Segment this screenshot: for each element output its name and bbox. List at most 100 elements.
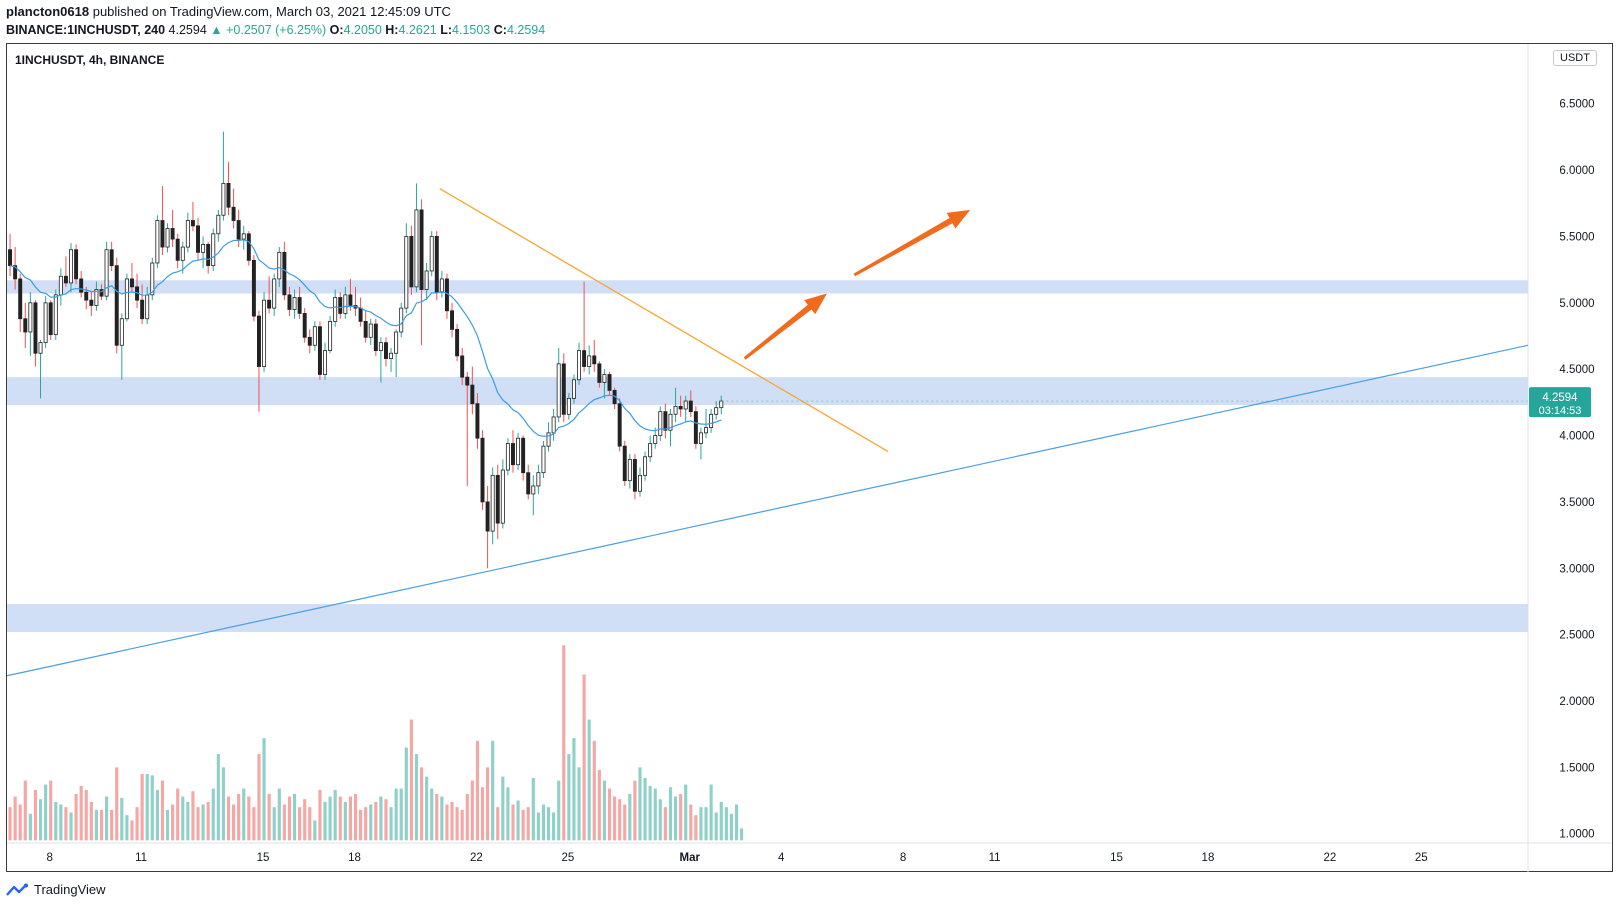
volume-bar bbox=[414, 754, 419, 841]
candle-body bbox=[673, 405, 678, 415]
candle-body bbox=[104, 249, 109, 297]
candle-body bbox=[358, 307, 363, 322]
candle-body bbox=[89, 299, 94, 306]
volume-bar bbox=[8, 807, 12, 841]
volume-bar bbox=[191, 791, 195, 841]
volume-bar bbox=[338, 796, 342, 841]
volume-bar bbox=[247, 796, 251, 841]
volume-bar bbox=[18, 804, 22, 841]
volume-bar bbox=[668, 787, 673, 841]
volume-bar bbox=[267, 793, 271, 841]
volume-bar bbox=[628, 793, 632, 841]
volume-bar bbox=[394, 788, 398, 841]
volume-bar bbox=[699, 807, 703, 841]
volume-bar bbox=[110, 809, 114, 841]
x-tick-label: 8 bbox=[900, 852, 906, 864]
candle-body bbox=[8, 249, 13, 267]
volume-bar bbox=[206, 801, 210, 841]
candle-body bbox=[323, 350, 327, 375]
volume-bar bbox=[49, 780, 53, 841]
volume-bar bbox=[607, 788, 612, 841]
candle-body bbox=[79, 278, 84, 293]
last-price: 4.2594 bbox=[168, 23, 207, 37]
volume-bar bbox=[150, 775, 154, 841]
candle-body bbox=[43, 302, 48, 344]
volume-bar bbox=[740, 828, 744, 841]
volume-bar bbox=[257, 754, 261, 841]
candle-body bbox=[251, 259, 256, 317]
candle-body bbox=[627, 459, 632, 482]
x-tick-label: 18 bbox=[348, 852, 361, 864]
volume-bar bbox=[343, 801, 347, 841]
volume-bar bbox=[419, 767, 424, 841]
volume-bar bbox=[541, 804, 546, 841]
candle-body bbox=[165, 228, 170, 248]
candle-body bbox=[693, 411, 698, 444]
volume-bar bbox=[633, 780, 637, 841]
candle-body bbox=[688, 400, 693, 413]
candle-body bbox=[587, 355, 592, 367]
volume-bar bbox=[120, 797, 124, 841]
chart-frame[interactable] bbox=[6, 43, 1613, 872]
high-label: H: bbox=[385, 23, 399, 37]
symbol-info: BINANCE:1INCHUSDT, 240 4.2594 ▲ +0.2507 … bbox=[6, 22, 545, 38]
candle-body bbox=[465, 376, 470, 386]
footer-brand[interactable]: TradingView bbox=[6, 882, 106, 897]
candle-body bbox=[632, 459, 637, 492]
candle-body bbox=[571, 379, 576, 399]
volume-bar bbox=[694, 815, 698, 841]
x-tick-label: Mar bbox=[680, 852, 701, 864]
volume-bar bbox=[719, 801, 723, 841]
candle-body bbox=[38, 342, 43, 354]
volume-bar bbox=[623, 804, 627, 841]
low-label: L: bbox=[440, 23, 453, 37]
candle-body bbox=[485, 501, 490, 532]
currency-label[interactable]: USDT bbox=[1553, 50, 1597, 66]
candle-body bbox=[114, 265, 119, 346]
candle-body bbox=[307, 336, 312, 346]
candle-body bbox=[577, 350, 582, 381]
candle-body bbox=[155, 220, 160, 264]
volume-bar bbox=[221, 767, 225, 841]
candle-body bbox=[429, 236, 434, 272]
volume-bar bbox=[613, 796, 617, 841]
x-tick-label: 22 bbox=[470, 852, 483, 864]
candle-body bbox=[495, 474, 500, 524]
candle-body bbox=[180, 246, 185, 261]
volume-bar bbox=[176, 788, 180, 841]
volume-bar bbox=[475, 740, 479, 841]
volume-bar bbox=[94, 809, 98, 841]
candle-body bbox=[206, 244, 211, 267]
candle-body bbox=[678, 405, 683, 410]
volume-bar bbox=[333, 789, 337, 841]
candle-body bbox=[231, 206, 236, 221]
volume-bar bbox=[125, 815, 129, 841]
candle-body bbox=[384, 342, 388, 359]
candle-body bbox=[663, 411, 668, 431]
candle-body bbox=[505, 443, 510, 471]
last-price-badge bbox=[1529, 387, 1591, 418]
y-tick-label: 1.5000 bbox=[1559, 762, 1594, 774]
candle-body bbox=[297, 297, 302, 314]
volume-bar bbox=[572, 738, 576, 841]
volume-bar bbox=[389, 807, 393, 841]
volume-bar bbox=[226, 796, 231, 841]
volume-bar bbox=[59, 804, 63, 841]
candle-body bbox=[119, 318, 124, 346]
volume-bar bbox=[658, 799, 662, 841]
candle-body bbox=[399, 307, 404, 333]
x-tick-label: 22 bbox=[1323, 852, 1336, 864]
candle-body bbox=[409, 236, 414, 288]
volume-bar bbox=[196, 807, 200, 841]
author-name[interactable]: plancton0618 bbox=[6, 4, 90, 19]
candle-body bbox=[267, 299, 272, 309]
candle-body bbox=[551, 416, 556, 434]
volume-bar bbox=[734, 804, 739, 841]
candle-body bbox=[18, 278, 23, 320]
candle-body bbox=[622, 445, 627, 482]
candle-body bbox=[521, 437, 526, 474]
volume-bar bbox=[364, 807, 368, 841]
volume-bar bbox=[292, 793, 297, 841]
candle-body bbox=[124, 278, 129, 320]
